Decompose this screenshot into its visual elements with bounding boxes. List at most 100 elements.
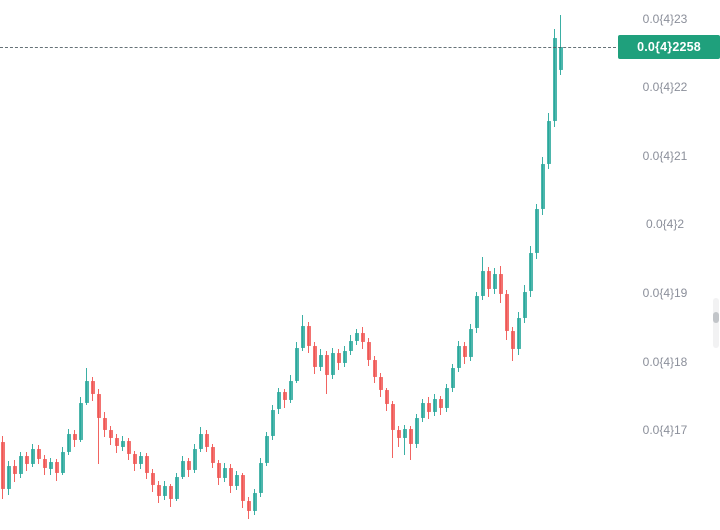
- candle-body: [282, 391, 287, 400]
- candle-body: [402, 428, 407, 439]
- candle-body: [72, 433, 77, 440]
- candle-body: [6, 465, 11, 490]
- candle-body: [240, 475, 245, 502]
- candle-body: [498, 273, 503, 295]
- candle-wick: [98, 388, 99, 465]
- candle-body: [90, 380, 95, 395]
- candle-body: [468, 328, 473, 358]
- candle-body: [456, 346, 461, 369]
- candle-body: [540, 163, 545, 210]
- candle-body: [408, 428, 413, 444]
- candle-body: [246, 501, 251, 511]
- candle-body: [192, 449, 197, 470]
- candle-body: [264, 435, 269, 463]
- candle-body: [150, 472, 155, 485]
- candle-body: [18, 456, 23, 474]
- candle-body: [288, 380, 293, 400]
- candle-body: [354, 332, 359, 341]
- candle-body: [558, 47, 563, 70]
- price-axis-label: 0.0{4}19: [642, 285, 688, 300]
- candle-body: [504, 294, 509, 331]
- price-axis-label: 0.0{4}23: [642, 11, 688, 26]
- candle-body: [252, 493, 257, 511]
- candle-body: [474, 296, 479, 329]
- candle-body: [384, 390, 389, 404]
- candle-body: [96, 394, 101, 418]
- candle-body: [342, 351, 347, 363]
- candle-body: [108, 430, 113, 439]
- last-price-label: 0.0{4}2258: [618, 35, 720, 60]
- candle-body: [78, 402, 83, 440]
- candle-body: [126, 441, 131, 455]
- price-axis-label: 0.0{4}22: [642, 80, 688, 95]
- candle-body: [378, 376, 383, 391]
- candle-body: [162, 486, 167, 496]
- candle-body: [444, 387, 449, 409]
- scrollbar-thumb[interactable]: [713, 312, 719, 323]
- candle-body: [414, 417, 419, 444]
- candle-body: [258, 463, 263, 494]
- price-axis-label: 0.0{4}17: [642, 423, 688, 438]
- candle-body: [270, 409, 275, 436]
- candle-body: [234, 475, 239, 487]
- candle-body: [522, 291, 527, 318]
- candle-body: [36, 449, 41, 459]
- candle-body: [372, 360, 377, 377]
- candle-body: [204, 433, 209, 447]
- candle-body: [114, 438, 119, 447]
- scrollbar-track: [713, 298, 719, 348]
- candle-body: [366, 342, 371, 361]
- candle-body: [420, 402, 425, 418]
- candle-body: [216, 463, 221, 479]
- candle-body: [276, 391, 281, 410]
- candle-body: [432, 399, 437, 413]
- candle-body: [138, 456, 143, 465]
- candle-body: [306, 325, 311, 347]
- candle-body: [294, 347, 299, 381]
- candle-body: [84, 380, 89, 403]
- candle-body: [198, 433, 203, 450]
- candle-body: [168, 486, 173, 499]
- candle-body: [336, 353, 341, 363]
- candle-body: [348, 340, 353, 352]
- candle-body: [132, 454, 137, 465]
- candle-body: [396, 430, 401, 439]
- candle-body: [156, 485, 161, 496]
- price-axis-label: 0.0{4}18: [642, 354, 688, 369]
- candle-body: [480, 270, 485, 297]
- candle-body: [66, 433, 71, 452]
- candle-body: [528, 253, 533, 292]
- candle-body: [42, 458, 47, 469]
- candle-body: [186, 461, 191, 470]
- candle-body: [426, 402, 431, 413]
- candle-wick: [404, 424, 405, 455]
- candle-body: [102, 417, 107, 431]
- candle-body: [174, 476, 179, 499]
- price-axis[interactable]: 0.0{4}23 0.0{4}22 0.0{4}21 0.0{4}2 0.0{4}19 0…: [610, 0, 720, 530]
- candle-body: [546, 121, 551, 164]
- candle-body: [222, 467, 227, 479]
- candle-body: [462, 346, 467, 358]
- candle-body: [516, 317, 521, 350]
- candle-wick: [560, 15, 561, 75]
- candle-body: [450, 368, 455, 388]
- candle-body: [0, 442, 5, 489]
- candle-body: [552, 37, 557, 122]
- candle-body: [312, 346, 317, 367]
- candle-body: [324, 354, 329, 376]
- candle-body: [210, 446, 215, 464]
- candle-body: [48, 461, 53, 469]
- candle-body: [228, 467, 233, 487]
- candle-body: [486, 270, 491, 290]
- candle-body: [300, 325, 305, 348]
- candle-body: [390, 404, 395, 431]
- candle-body: [180, 461, 185, 477]
- candle-body: [330, 353, 335, 376]
- candle-body: [120, 441, 125, 447]
- candle-body: [318, 354, 323, 367]
- candle-body: [144, 456, 149, 473]
- candle-body: [534, 209, 539, 254]
- candle-body: [54, 461, 59, 473]
